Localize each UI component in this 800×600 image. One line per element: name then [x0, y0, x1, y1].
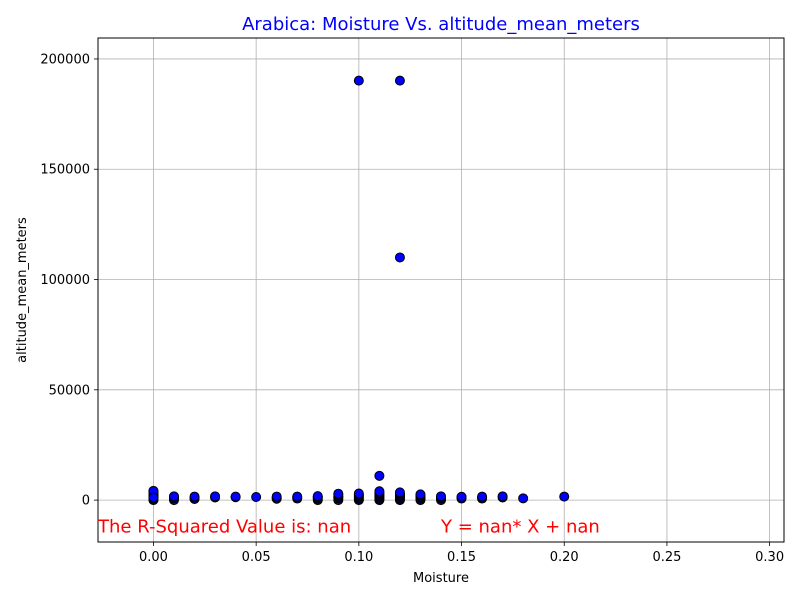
x-tick-label: 0.00: [139, 550, 168, 565]
y-tick-label: 100000: [40, 273, 90, 288]
y-tick-label: 50000: [49, 383, 90, 398]
data-point: [477, 491, 488, 502]
data-point: [148, 492, 159, 503]
data-point: [518, 493, 529, 504]
y-tick-label: 200000: [40, 52, 90, 67]
data-point: [292, 491, 303, 502]
x-tick-label: 0.30: [755, 550, 784, 565]
data-point: [456, 491, 467, 502]
plot-area-frame: [97, 37, 785, 543]
regression-equation-annotation: Y = nan* X + nan: [440, 517, 600, 538]
data-point: [394, 252, 405, 263]
x-tick-label: 0.15: [447, 550, 476, 565]
grid-lines: [98, 38, 784, 542]
data-point: [271, 491, 282, 502]
data-point: [559, 491, 570, 502]
data-point: [251, 492, 262, 503]
x-axis-ticks: 0.00 0.05 0.10 0.15 0.20 0.25 0.30: [139, 542, 784, 565]
data-point: [168, 491, 179, 502]
data-point: [394, 75, 405, 86]
chart-title: Arabica: Moisture Vs. altitude_mean_mete…: [242, 14, 640, 35]
y-axis-ticks: 0 50000 100000 150000 200000: [40, 52, 98, 509]
data-point: [394, 487, 405, 498]
data-point: [312, 491, 323, 502]
y-tick-label: 0: [82, 494, 90, 509]
data-point: [374, 470, 385, 481]
x-tick-label: 0.20: [550, 550, 579, 565]
data-point: [415, 489, 426, 500]
data-point: [230, 491, 241, 502]
data-point: [374, 486, 385, 497]
x-tick-label: 0.10: [344, 550, 373, 565]
data-point: [353, 75, 364, 86]
data-points: [148, 75, 570, 506]
x-tick-label: 0.05: [242, 550, 271, 565]
x-tick-label: 0.25: [652, 550, 681, 565]
data-point: [189, 491, 200, 502]
x-axis-label: Moisture: [413, 571, 469, 586]
data-point: [353, 488, 364, 499]
data-point: [333, 488, 344, 499]
data-point: [497, 491, 508, 502]
y-tick-label: 150000: [40, 163, 90, 178]
data-point: [436, 491, 446, 502]
data-point: [210, 491, 221, 502]
y-axis-label: altitude_mean_meters: [15, 217, 30, 363]
r-squared-annotation: The R-Squared Value is: nan: [97, 517, 351, 538]
